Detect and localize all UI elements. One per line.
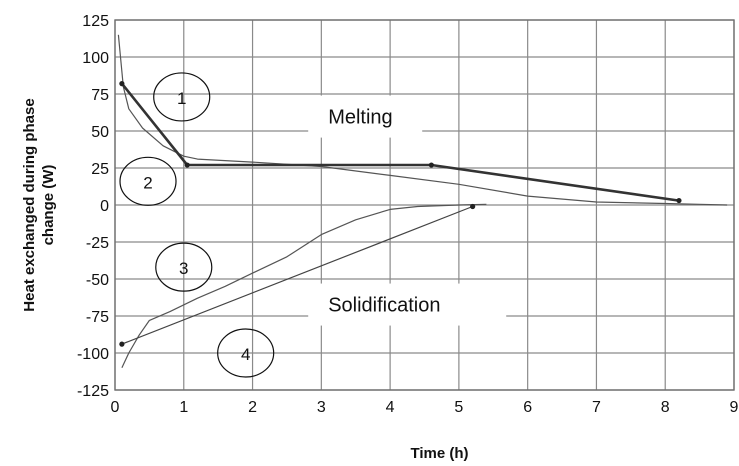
x-tick-label: 7 xyxy=(592,399,601,416)
x-axis-title: Time (h) xyxy=(410,445,468,462)
y-tick-label: 75 xyxy=(91,87,109,104)
y-tick-label: 100 xyxy=(82,50,109,67)
annotation-label: Melting xyxy=(328,107,392,129)
curve-label-circle xyxy=(119,156,177,206)
series-group xyxy=(117,34,728,369)
annotation-box xyxy=(308,95,423,138)
plot-frame xyxy=(114,19,735,391)
x-tick-label: 9 xyxy=(730,399,739,416)
y-tick-label: -75 xyxy=(86,309,109,326)
x-tick-label: 8 xyxy=(661,399,670,416)
x-tick-label: 5 xyxy=(454,399,463,416)
curve-label-number: 2 xyxy=(143,173,152,192)
x-tick-label: 4 xyxy=(386,399,395,416)
series-line-3 xyxy=(121,203,487,369)
x-tick-label: 1 xyxy=(179,399,188,416)
y-axis-title: Heat exchanged during phase change (W) xyxy=(21,98,57,311)
grid xyxy=(114,19,735,391)
curve-labels: Melting Solidification 1 2 3 4 xyxy=(119,72,507,378)
annotation-label: Solidification xyxy=(328,295,440,317)
y-tick-label: -50 xyxy=(86,272,109,289)
x-tick-label: 2 xyxy=(248,399,257,416)
series-point xyxy=(676,197,682,204)
y-tick-labels: 125 100 75 50 25 0 -25 -50 -75 -100 -125 xyxy=(77,13,109,400)
y-tick-label: 0 xyxy=(100,198,109,215)
x-tick-labels: 0 1 2 3 4 5 6 7 8 9 xyxy=(111,399,739,416)
series-line-1 xyxy=(117,34,728,206)
x-tick-label: 0 xyxy=(111,399,120,416)
curve-label-circle xyxy=(155,242,213,292)
series-point xyxy=(470,203,476,210)
series-point xyxy=(119,341,125,347)
curve-label-number: 4 xyxy=(241,345,250,364)
y-tick-label: -100 xyxy=(77,346,109,363)
y-tick-label: 125 xyxy=(82,13,109,30)
series-line-2 xyxy=(120,82,680,202)
series-point xyxy=(428,162,434,168)
y-tick-label: -25 xyxy=(86,235,109,252)
series-line-4 xyxy=(121,205,473,345)
series-point xyxy=(184,162,190,168)
y-tick-label: 25 xyxy=(91,161,109,178)
curve-label-number: 3 xyxy=(179,259,188,278)
x-tick-label: 6 xyxy=(523,399,532,416)
x-tick-label: 3 xyxy=(317,399,326,416)
curve-label-circle xyxy=(217,328,275,378)
annotation-box xyxy=(308,283,507,326)
y-tick-label: -125 xyxy=(77,383,109,400)
y-tick-label: 50 xyxy=(91,124,109,141)
curve-label-circle xyxy=(153,72,211,122)
curve-label-number: 1 xyxy=(177,89,186,108)
series-point xyxy=(119,81,125,87)
